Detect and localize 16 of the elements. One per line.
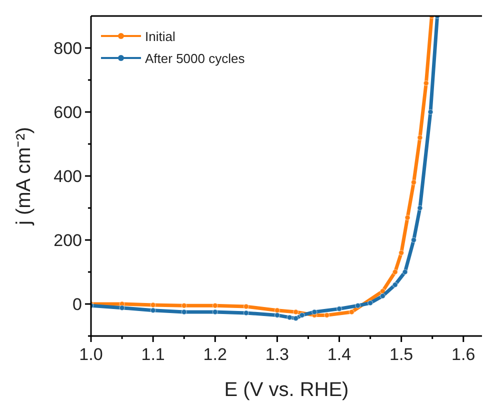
x-axis-title: E (V vs. RHE) bbox=[224, 379, 349, 401]
x-tick-label: 1.6 bbox=[452, 345, 476, 364]
x-tick-label: 1.3 bbox=[265, 345, 290, 364]
y-tick-label: 0 bbox=[72, 295, 82, 314]
y-tick-label: 400 bbox=[54, 167, 82, 186]
x-tick-label: 1.2 bbox=[203, 345, 227, 364]
y-tick-label: 200 bbox=[54, 231, 82, 250]
legend-label: Initial bbox=[145, 29, 176, 44]
legend-label: After 5000 cycles bbox=[145, 51, 246, 66]
x-tick-label: 1.4 bbox=[327, 345, 352, 364]
x-tick-label: 1.5 bbox=[389, 345, 414, 364]
x-tick-label: 1.1 bbox=[141, 345, 165, 364]
y-tick-label: 800 bbox=[54, 39, 82, 58]
y-tick-label: 600 bbox=[54, 103, 82, 122]
x-tick-label: 1.0 bbox=[79, 345, 103, 364]
y-axis-title: j (mA cm⁻²) bbox=[13, 126, 35, 226]
